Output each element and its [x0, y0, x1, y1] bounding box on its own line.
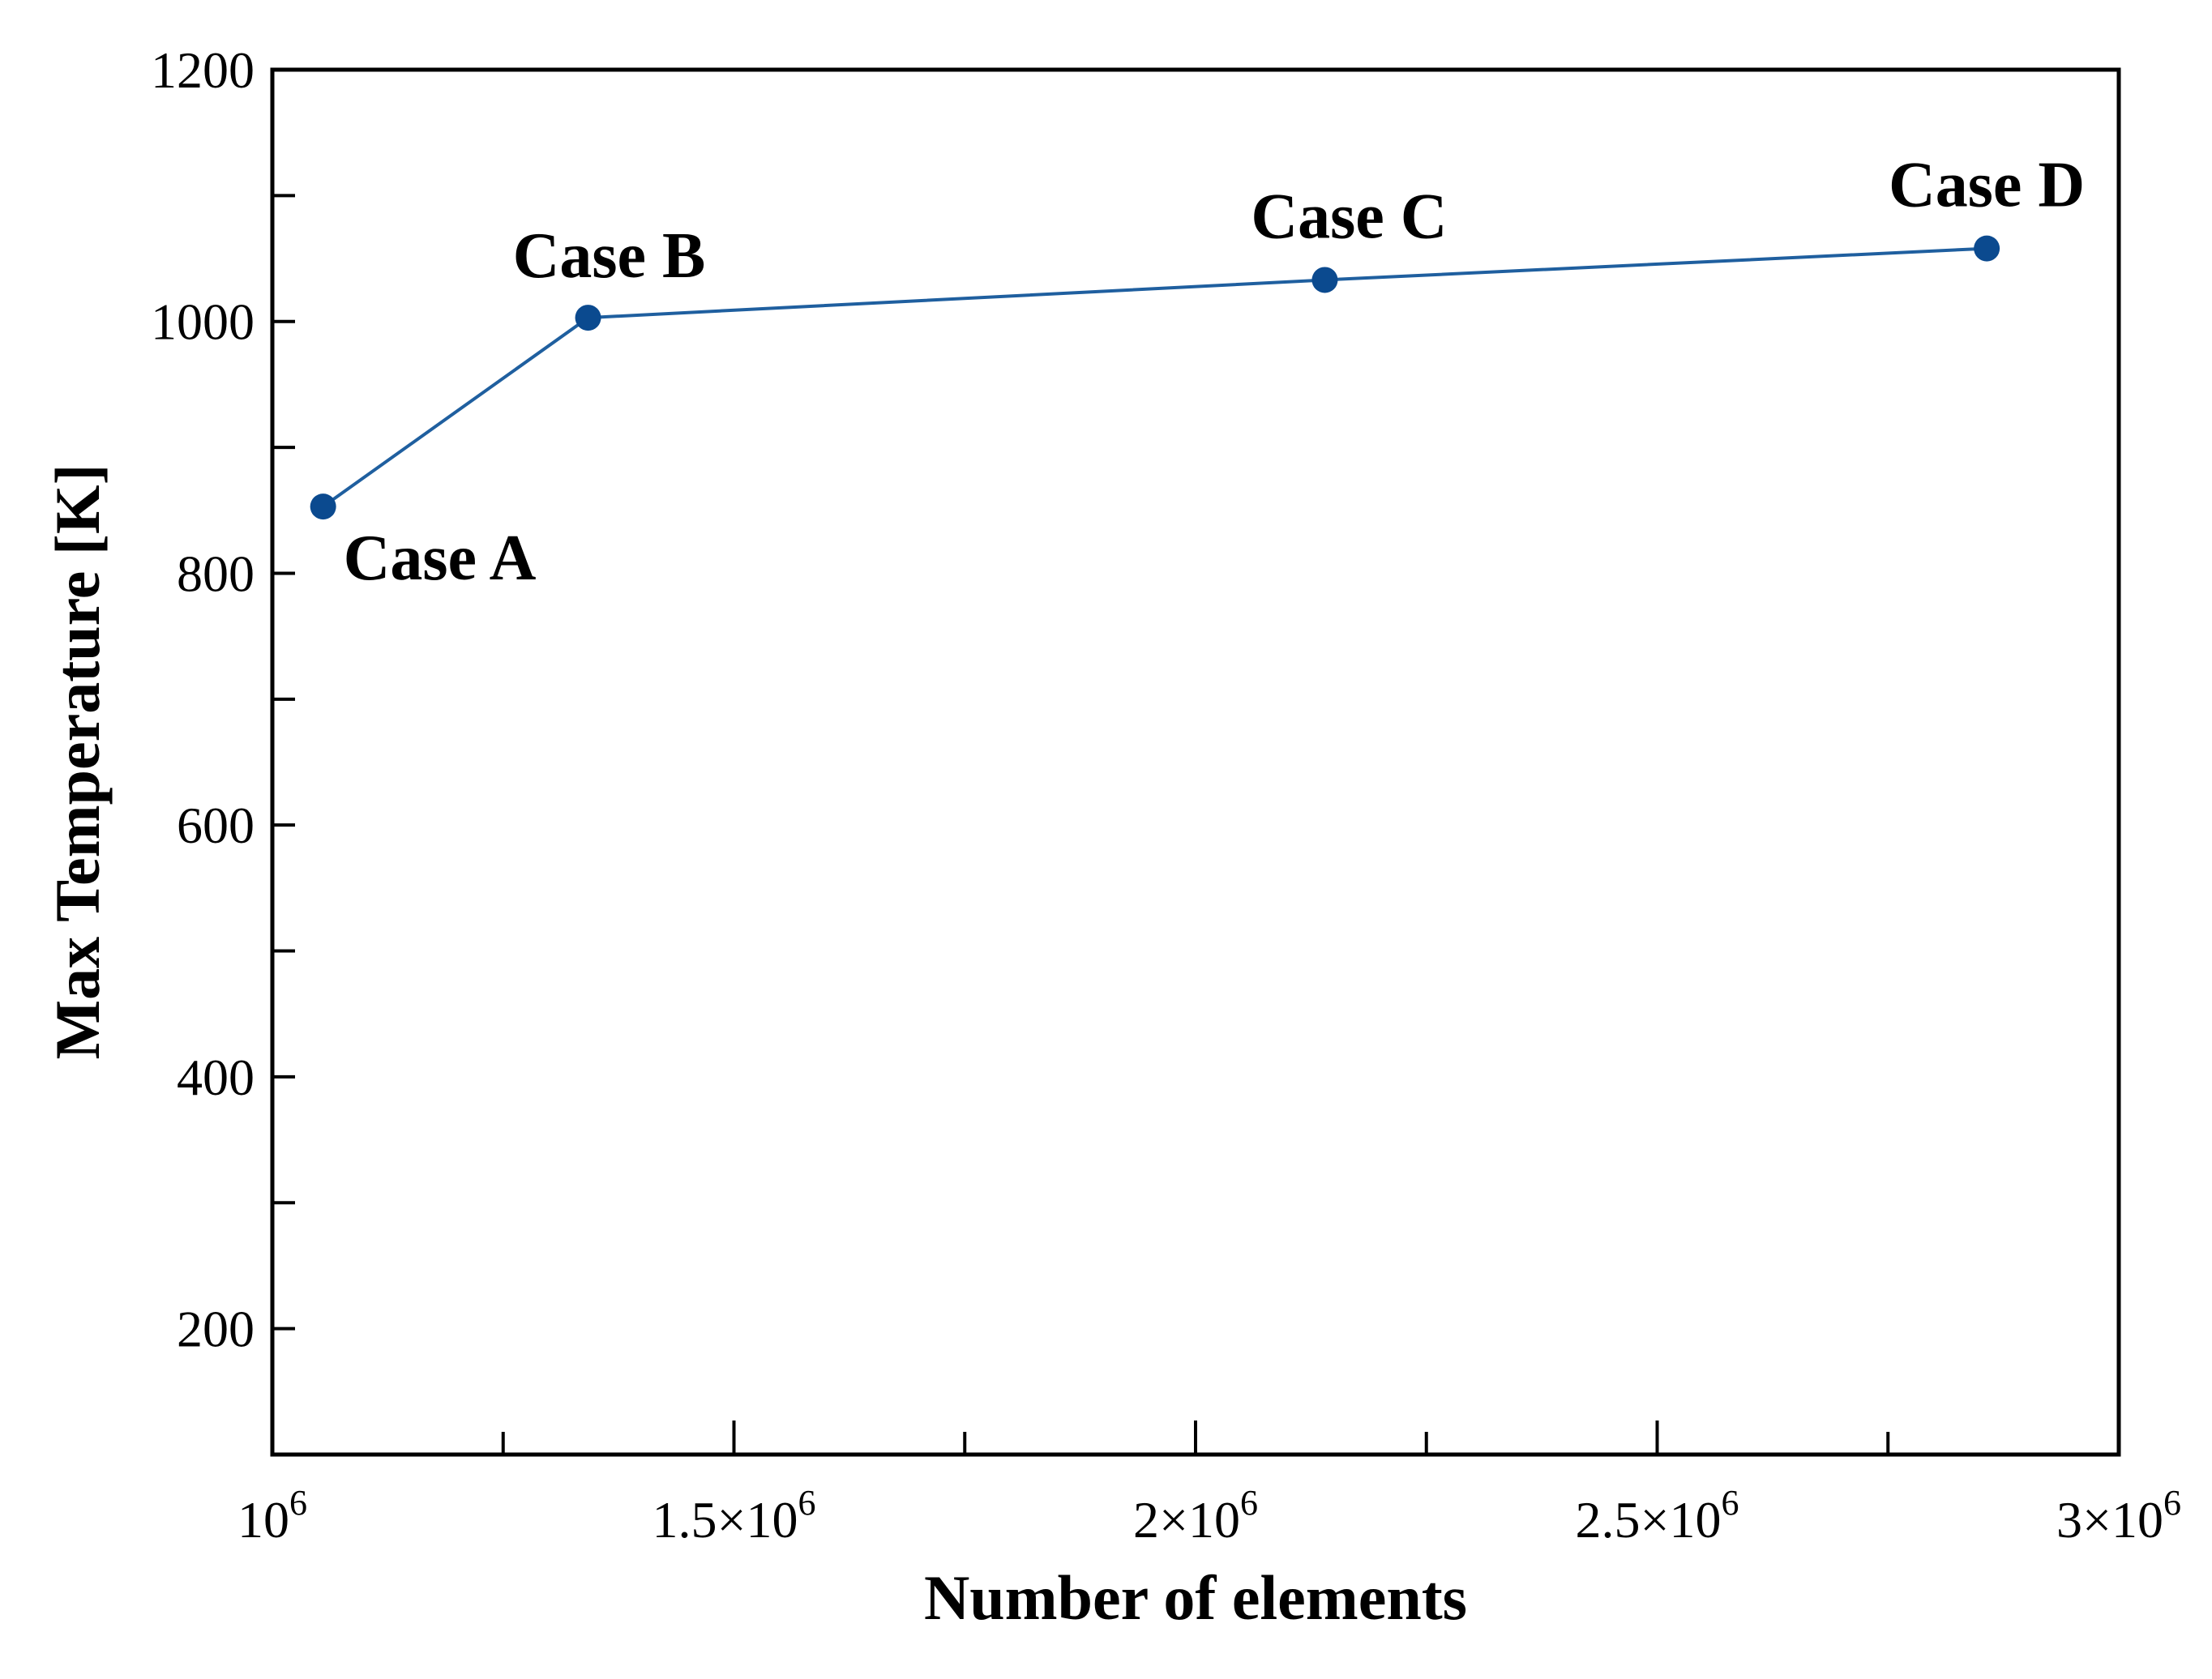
- x-tick-label: 1.5×106: [652, 1483, 815, 1549]
- x-tick-label: 106: [237, 1483, 307, 1549]
- data-point-label: Case A: [344, 523, 537, 594]
- y-tick-label: 1000: [151, 293, 255, 351]
- x-tick-exponent: 6: [289, 1483, 307, 1523]
- x-tick-base: 2×10: [1133, 1491, 1240, 1549]
- x-axis-title: Number of elements: [924, 1562, 1467, 1633]
- x-tick-exponent: 6: [2163, 1483, 2181, 1523]
- data-point: [575, 305, 601, 331]
- data-series: Case A Case B Case C Case D: [310, 150, 2085, 594]
- data-point: [1974, 235, 2000, 262]
- x-tick-base: 10: [237, 1491, 289, 1549]
- x-tick-base: 1.5×10: [652, 1491, 798, 1549]
- x-tick-exponent: 6: [1722, 1483, 1739, 1523]
- data-point-label: Case C: [1251, 181, 1447, 252]
- data-point-label: Case D: [1889, 150, 2085, 221]
- y-tick-label: 200: [177, 1301, 255, 1358]
- data-point: [310, 493, 336, 520]
- y-tick-label: 600: [177, 797, 255, 854]
- y-tick-label: 1200: [151, 41, 255, 99]
- x-tick-base: 3×10: [2056, 1491, 2163, 1549]
- data-point: [1311, 267, 1338, 293]
- x-tick-label: 2.5×106: [1575, 1483, 1739, 1549]
- series-line: [322, 246, 1987, 508]
- data-point-label: Case B: [513, 220, 706, 292]
- x-tick-exponent: 6: [1240, 1483, 1258, 1523]
- x-tick-base: 2.5×10: [1575, 1491, 1721, 1549]
- x-tick-label: 2×106: [1133, 1483, 1258, 1549]
- y-axis-title: Max Temperature [K]: [42, 464, 113, 1059]
- y-tick-label: 400: [177, 1049, 255, 1106]
- x-tick-label: 3×106: [2056, 1483, 2181, 1549]
- axis-ticks: [271, 68, 2120, 1455]
- x-tick-exponent: 6: [798, 1483, 816, 1523]
- y-tick-label: 800: [177, 545, 255, 602]
